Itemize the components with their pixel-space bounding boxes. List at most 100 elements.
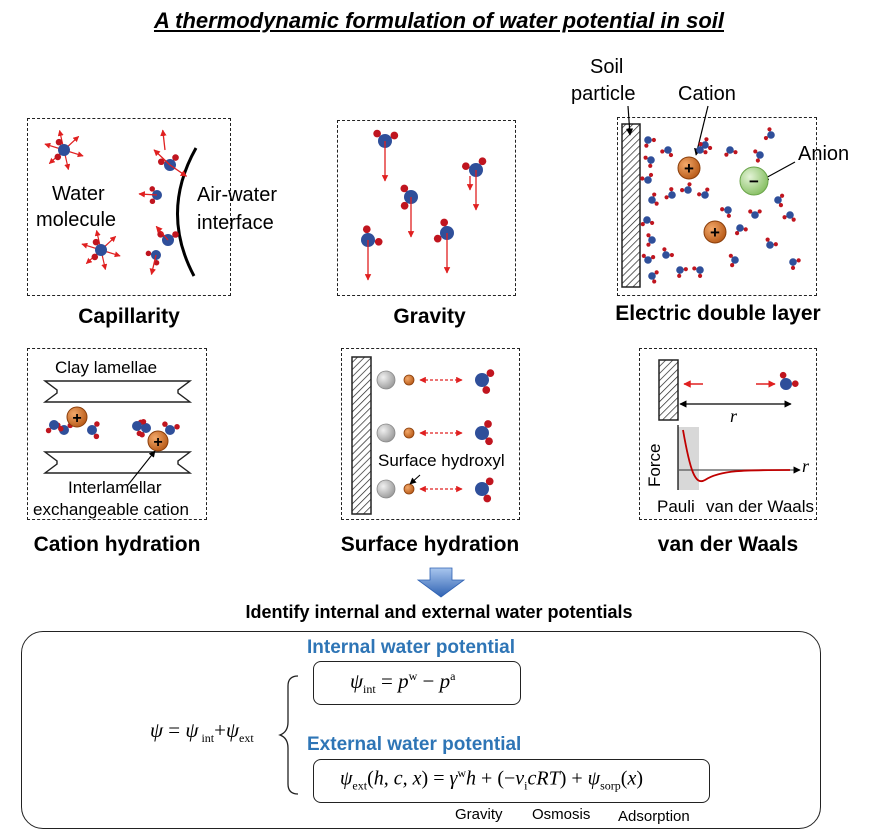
oxygen-atom	[724, 206, 732, 214]
hydrogen-atom	[683, 267, 688, 272]
hydrogen-atom	[149, 198, 156, 205]
water-molecule	[701, 137, 713, 151]
vdw-panel	[639, 348, 817, 520]
water-molecule	[155, 225, 179, 246]
water-molecule-label-1: Water	[52, 183, 105, 205]
hydrogen-atom	[54, 153, 62, 161]
water-molecule	[680, 182, 692, 194]
gravity-molecules	[361, 129, 487, 281]
hydrogen-atom	[640, 176, 645, 181]
oxygen-atom	[644, 256, 652, 264]
cation-hydration-molecules	[45, 418, 180, 440]
internal-equation-box	[313, 661, 521, 705]
oxygen-atom	[644, 136, 652, 144]
vdw-surface-block	[658, 359, 679, 421]
water-molecule	[662, 247, 674, 259]
water-molecule	[138, 186, 162, 205]
svg-text:−: −	[749, 172, 759, 191]
force-arrow	[149, 254, 157, 276]
oxygen-atom	[49, 420, 59, 430]
hydrogen-atom	[648, 163, 653, 168]
oxygen-atom	[165, 425, 175, 435]
water-molecule	[373, 129, 399, 182]
hydrogen-atom	[773, 242, 778, 247]
star-molecule	[81, 229, 121, 271]
water-molecule	[692, 266, 704, 278]
water-molecule	[696, 142, 708, 155]
oxygen-atom	[696, 146, 704, 154]
oxygen-atom	[475, 482, 489, 496]
water-molecule	[644, 136, 656, 148]
force-arrow	[155, 225, 169, 241]
hydrogen-atom	[484, 420, 492, 428]
water-molecule	[728, 253, 739, 268]
water-molecule	[132, 418, 147, 437]
hydrogen-atom	[669, 187, 674, 192]
hydrogen-atom	[705, 187, 710, 192]
water-molecule	[646, 233, 656, 247]
hydrogen-atom	[91, 253, 99, 261]
hydrogen-atom	[654, 270, 659, 275]
external-equation-box	[313, 759, 710, 803]
water-molecule	[162, 421, 180, 435]
hydrogen-atom	[765, 237, 770, 242]
force-arrow	[169, 164, 188, 177]
edl-molecules	[640, 127, 801, 284]
oxygen-atom	[766, 241, 774, 249]
surface-hydroxyl-rows	[376, 369, 495, 503]
cation-hydration-panel	[27, 348, 207, 520]
hydrogen-atom	[55, 138, 63, 146]
hydrogen-atom	[724, 152, 729, 157]
hydrogen-atom	[646, 233, 651, 238]
surface-proton	[403, 483, 415, 495]
water-molecule	[734, 224, 748, 236]
hydrogen-atom	[778, 203, 784, 208]
vdw-caption: van der Waals	[657, 533, 799, 556]
oxygen-atom	[786, 211, 794, 219]
water-molecule	[779, 371, 799, 390]
hydrogen-atom	[791, 380, 799, 387]
hydrogen-atom	[157, 158, 165, 166]
hydrogen-atom	[720, 207, 725, 212]
external-equation: ψext(h, c, x) = γwh + (−νicRT) + ψsorp(x…	[340, 766, 643, 793]
svg-text:+: +	[710, 223, 720, 242]
cation-ball-2	[703, 220, 727, 244]
r-axis-label: r	[802, 456, 810, 476]
surface-hydroxyl-label: Surface hydroxyl	[378, 451, 505, 471]
figure-title: A thermodynamic formulation of water pot…	[153, 8, 724, 33]
water-molecule	[753, 149, 764, 163]
water-molecule	[789, 258, 801, 270]
hydrogen-atom	[664, 195, 669, 200]
hydrogen-atom	[390, 131, 399, 140]
hydrogen-atom	[790, 265, 796, 270]
edl-panel	[617, 117, 817, 296]
oxygen-atom	[701, 141, 709, 149]
oxygen-atom	[132, 421, 142, 431]
svg-text:+: +	[153, 434, 162, 451]
water-molecule	[475, 420, 493, 446]
total-potential-equation: ψ = ψ int+ψext	[150, 718, 254, 746]
hydrogen-atom	[485, 477, 494, 486]
hydrogen-atom	[668, 152, 674, 158]
external-heading: External water potential	[307, 734, 522, 755]
water-molecule	[641, 253, 656, 264]
water-molecule	[660, 146, 674, 158]
hydrogen-atom	[93, 433, 100, 440]
water-molecule	[676, 266, 688, 278]
oxygen-atom	[648, 196, 656, 204]
water-molecule	[774, 193, 785, 208]
identify-heading: Identify internal and external water pot…	[245, 602, 633, 622]
hydrogen-atom	[644, 143, 649, 148]
hydrogen-atom	[757, 209, 762, 214]
hydrogen-atom	[486, 369, 495, 378]
anion-label: Anion	[798, 143, 850, 165]
edl-caption: Electric double layer	[615, 302, 821, 325]
hydrogen-atom	[373, 129, 381, 138]
hydrogen-atom	[753, 149, 758, 154]
oxygen-atom	[643, 216, 651, 224]
hydrogen-atom	[704, 137, 709, 142]
hydrogen-atom	[149, 186, 155, 192]
hydrogen-atom	[743, 227, 748, 232]
oxygen-atom	[696, 266, 704, 274]
hydrogen-atom	[641, 253, 646, 258]
